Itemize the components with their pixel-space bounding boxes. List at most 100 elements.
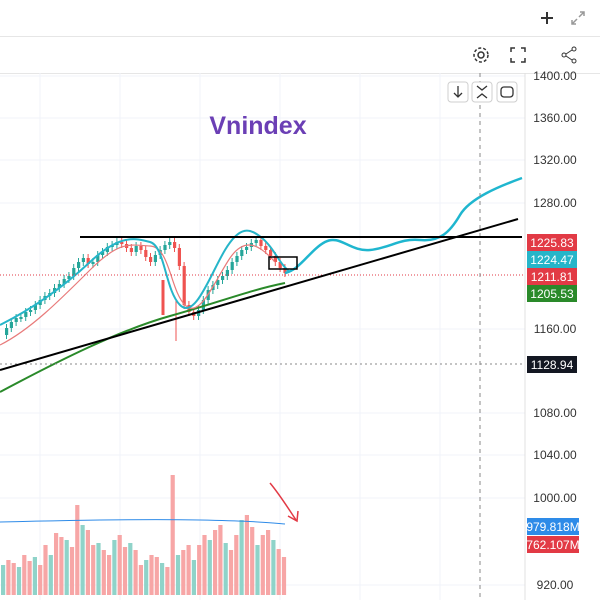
candle-body bbox=[67, 276, 71, 279]
candle-body bbox=[273, 256, 277, 262]
price-tag bbox=[527, 285, 577, 302]
volume-bar bbox=[122, 547, 128, 595]
candle-body bbox=[283, 268, 287, 273]
candle-body bbox=[230, 262, 234, 270]
candle-body bbox=[77, 262, 81, 268]
volume-tag-label: 979.818M bbox=[526, 520, 579, 534]
y-tick-label: 1160.00 bbox=[534, 322, 577, 336]
candle-body bbox=[254, 240, 258, 243]
candle-body bbox=[33, 305, 37, 310]
volume-tags: 979.818M 762.107M bbox=[526, 518, 580, 553]
volume-bar bbox=[64, 540, 69, 595]
price-tag-label: 1211.81 bbox=[531, 270, 574, 284]
volume-bar bbox=[48, 555, 53, 595]
mid-ma-line bbox=[0, 244, 276, 346]
volume-bar bbox=[117, 535, 122, 595]
volume-bar bbox=[1, 565, 6, 595]
chart-title: Vnindex bbox=[209, 112, 306, 140]
volume-bar bbox=[234, 535, 239, 595]
price-tag bbox=[527, 268, 577, 285]
volume-tag bbox=[527, 518, 579, 535]
candle-body bbox=[139, 246, 143, 250]
candle-body bbox=[182, 266, 186, 305]
ascending-trendline bbox=[0, 218, 519, 371]
y-tick-label: 1040.00 bbox=[533, 448, 577, 462]
price-axis: 1400.00 1360.00 1320.00 1280.00 1160.00 1080.… bbox=[533, 69, 577, 592]
price-tags: 1225.83 1224.47 1211.81 1205.53 1128.94 bbox=[527, 234, 577, 373]
candle-body bbox=[245, 247, 249, 250]
candle-body bbox=[201, 300, 205, 310]
volume-bar bbox=[175, 555, 181, 595]
candles bbox=[5, 236, 287, 341]
y-tick-label: 1280.00 bbox=[533, 196, 577, 210]
y-tick-label: 1400.00 bbox=[533, 69, 577, 83]
price-tag-label: 1225.83 bbox=[530, 236, 574, 250]
volume-bar bbox=[69, 547, 75, 595]
price-tag bbox=[527, 356, 577, 373]
volume-bar bbox=[85, 530, 90, 595]
candle-body bbox=[129, 248, 133, 252]
volume-bar bbox=[202, 535, 207, 595]
candle-body bbox=[269, 250, 273, 256]
candle-body bbox=[225, 270, 229, 276]
highlight-box bbox=[268, 256, 298, 270]
candle-body bbox=[72, 268, 76, 276]
volume-bar bbox=[170, 475, 175, 595]
candle-body bbox=[177, 248, 181, 266]
candle-body bbox=[259, 240, 263, 246]
volume-bar bbox=[43, 545, 48, 595]
price-tag bbox=[527, 251, 577, 268]
chart-grid bbox=[0, 73, 525, 600]
slow-ma-line bbox=[0, 282, 286, 393]
candle-body bbox=[168, 242, 172, 245]
y-tick-label: 1080.00 bbox=[533, 406, 577, 420]
expand-diagonal-icon[interactable] bbox=[566, 6, 590, 30]
gear-icon[interactable] bbox=[468, 42, 494, 68]
volume-bar bbox=[149, 555, 154, 595]
candle-body bbox=[57, 284, 61, 288]
candle-body bbox=[101, 252, 105, 255]
fullscreen-icon[interactable] bbox=[505, 42, 531, 68]
plus-icon[interactable] bbox=[535, 6, 559, 30]
candle-body bbox=[149, 257, 153, 262]
candle-body bbox=[153, 255, 157, 262]
candle-body bbox=[24, 312, 28, 317]
share-icon[interactable] bbox=[556, 42, 582, 68]
volume-bar bbox=[181, 550, 186, 595]
volume-tag bbox=[527, 536, 579, 553]
candle-body bbox=[216, 280, 220, 285]
volume-bar bbox=[38, 565, 43, 595]
volume-bars bbox=[1, 475, 287, 595]
price-tag-label: 1128.94 bbox=[531, 358, 574, 372]
volume-bar bbox=[75, 505, 80, 595]
volume-bar bbox=[27, 561, 32, 595]
candle-body bbox=[163, 245, 167, 250]
candle-body bbox=[120, 242, 124, 244]
price-tag-label: 1224.47 bbox=[530, 253, 574, 267]
drawings bbox=[0, 73, 525, 600]
volume-bar bbox=[54, 533, 59, 595]
candle-body bbox=[240, 250, 244, 256]
volume-bar bbox=[154, 557, 159, 595]
volume-bar bbox=[16, 567, 22, 595]
volume-bar bbox=[207, 540, 212, 595]
annotation-arrow bbox=[269, 482, 297, 521]
volume-bar bbox=[228, 550, 234, 595]
volume-ma-line bbox=[0, 519, 286, 525]
window-top-bar bbox=[0, 0, 600, 37]
volume-bar bbox=[11, 563, 16, 595]
volume-bar bbox=[276, 549, 281, 595]
price-tag bbox=[527, 234, 577, 251]
candle-body bbox=[14, 318, 18, 322]
candle-body bbox=[278, 262, 282, 268]
volume-bar bbox=[197, 545, 202, 595]
candle-body bbox=[62, 279, 66, 284]
collapse-icon[interactable] bbox=[471, 81, 493, 103]
volume-bar bbox=[186, 545, 191, 595]
volume-bar bbox=[281, 557, 287, 595]
candle-body bbox=[91, 262, 95, 264]
chart-corner-controls bbox=[447, 81, 518, 103]
candle-body bbox=[144, 250, 148, 257]
reset-icon[interactable] bbox=[496, 81, 518, 103]
